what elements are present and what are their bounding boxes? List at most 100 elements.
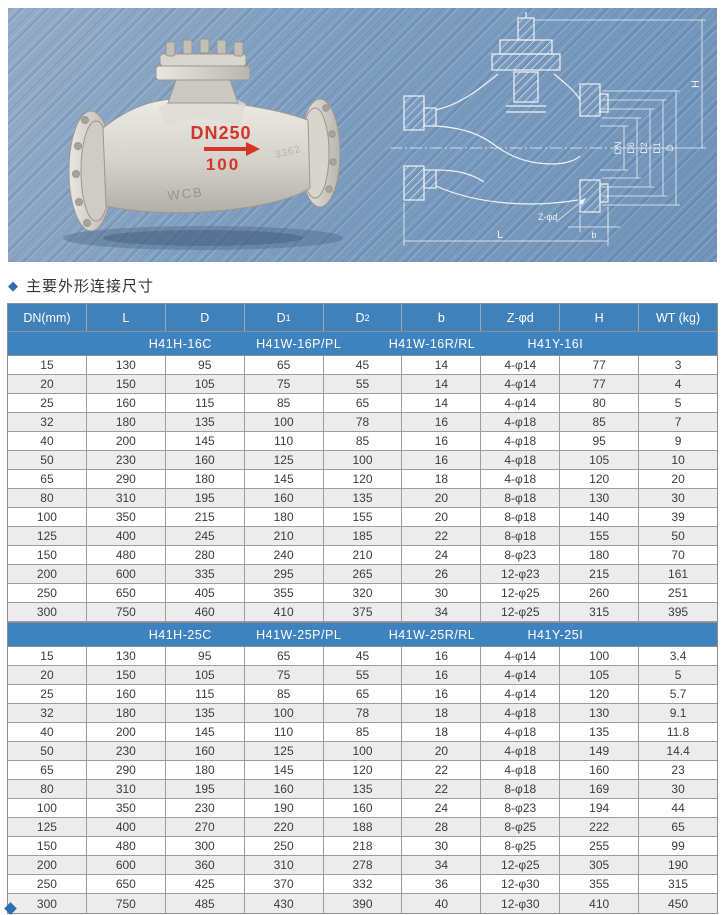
table-cell: 425 [165,875,245,894]
table-cell: 8-φ23 [481,799,561,818]
table-cell: 5 [639,666,718,685]
table-cell: 120 [560,470,640,489]
table-cell: 300 [8,603,87,622]
table-cell: 20 [8,375,87,394]
table-cell: 105 [560,666,640,685]
table-cell: 14 [402,375,482,394]
table-cell: 34 [402,603,482,622]
table-cell: 20 [639,470,718,489]
table-cell: 130 [86,647,166,666]
table-cell: 245 [165,527,245,546]
table-cell: 315 [560,603,640,622]
table-cell: 30 [402,584,482,603]
table-row: 15 130 95 65 45 14 4-φ14 77 3 [8,356,718,375]
table-cell: 8-φ18 [481,780,561,799]
table-cell: 160 [165,451,245,470]
table-cell: 180 [86,413,166,432]
table-cell: 16 [402,432,482,451]
table-cell: 14 [402,394,482,413]
table-row: 65 290 180 145 120 22 4-φ18 160 23 [8,761,718,780]
table-cell: 120 [323,761,403,780]
table-cell: 150 [86,375,166,394]
table-cell: 251 [639,584,718,603]
table-row: 100 350 215 180 155 20 8-φ18 140 39 [8,508,718,527]
table-cell: 23 [639,761,718,780]
table-cell: 149 [560,742,640,761]
table-cell: 222 [560,818,640,837]
table-cell: 50 [8,742,87,761]
valve-drawing: DN D6 D2 D1 D H Z-φd b L [390,12,706,246]
table-cell: 161 [639,565,718,584]
table-cell: 8-φ18 [481,527,561,546]
table-cell: 85 [244,685,324,704]
table-cell: 125 [8,818,87,837]
table-cell: 100 [244,413,324,432]
drawing-dimension-labels: DN D6 D2 D1 D H Z-φd b L [497,80,702,241]
table-cell: 4-φ14 [481,685,561,704]
table-cell: 355 [560,875,640,894]
section-title-text: 主要外形连接尺寸 [26,277,155,295]
table-cell: 300 [8,894,87,913]
table-cell: 65 [8,470,87,489]
table-cell: 180 [86,704,166,723]
table-cell: 350 [86,799,166,818]
dimension-table: DN(mm) L D D 1 D 2 b Z-φd H WT (kg) H41H-16C H41W-1… [7,303,718,914]
table-cell: 190 [244,799,324,818]
table-cell: 320 [323,584,403,603]
table-cell: 250 [8,875,87,894]
table-row: 250 650 425 370 332 36 12-φ30 355 315 [8,875,718,894]
table-cell: 194 [560,799,640,818]
table-cell: 160 [244,780,324,799]
table-cell: 200 [8,565,87,584]
table-row: 15 130 95 65 45 16 4-φ14 100 3.4 [8,647,718,666]
table-row: 65 290 180 145 120 18 4-φ18 120 20 [8,470,718,489]
column-header: WT (kg) [655,310,701,325]
model-group-header: H41H-25C H41W-25P/PL H41W-25R/RL H41Y-25I [8,622,717,647]
table-cell: 355 [244,584,324,603]
dim-label-d: D [665,144,675,151]
table-cell: 280 [165,546,245,565]
table-cell: 5 [639,394,718,413]
table-cell: 4-φ18 [481,704,561,723]
column-header: DN(mm) [8,304,87,331]
table-row: 40 200 145 110 85 16 4-φ18 95 9 [8,432,718,451]
table-cell: 4-φ18 [481,761,561,780]
table-cell: 22 [402,527,482,546]
table-cell: 20 [402,508,482,527]
table-row: 20 150 105 75 55 16 4-φ14 105 5 [8,666,718,685]
model-label: H41Y-25I [527,627,584,642]
table-cell: 210 [323,546,403,565]
table-cell: 218 [323,837,403,856]
table-cell: 100 [323,451,403,470]
table-cell: 150 [8,837,87,856]
table-cell: 350 [86,508,166,527]
table-cell: 11.8 [639,723,718,742]
table-cell: 125 [244,742,324,761]
table-cell: 100 [8,508,87,527]
table-cell: 16 [402,666,482,685]
table-cell: 24 [402,799,482,818]
table-cell: 160 [323,799,403,818]
table-cell: 34 [402,856,482,875]
table-cell: 150 [86,666,166,685]
table-cell: 250 [8,584,87,603]
column-header: H [560,304,640,331]
table-cell: 4-φ14 [481,666,561,685]
table-row: 20 150 105 75 55 14 4-φ14 77 4 [8,375,718,394]
table-cell: 8-φ25 [481,837,561,856]
table-cell: 375 [323,603,403,622]
table-cell: 40 [8,723,87,742]
table-cell: 400 [86,527,166,546]
model-label: H41Y-16I [527,336,584,351]
dim-label-d2: D2 [639,142,649,154]
table-cell: 18 [402,723,482,742]
table-cell: 215 [560,565,640,584]
table-cell: 130 [560,489,640,508]
table-row: 300 750 460 410 375 34 12-φ25 315 395 [8,603,718,622]
table-cell: 15 [8,647,87,666]
table-cell: 16 [402,647,482,666]
table-cell: 150 [8,546,87,565]
model-group-header: H41H-16C H41W-16P/PL H41W-16R/RL H41Y-16I [8,331,717,356]
table-cell: 750 [86,603,166,622]
